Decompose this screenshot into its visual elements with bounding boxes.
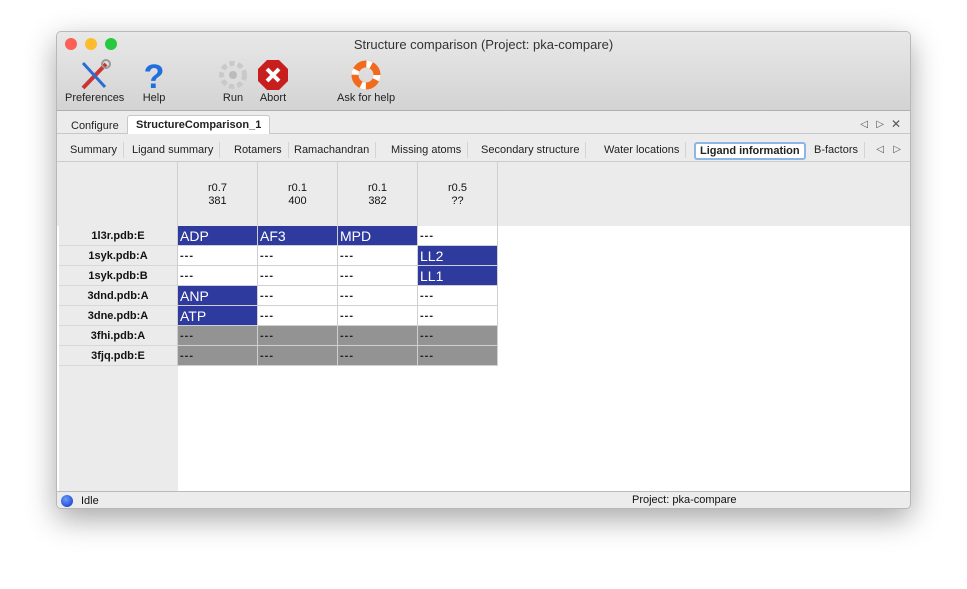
column-header-line2: 381	[208, 195, 227, 207]
close-tab-icon[interactable]: ✕	[890, 117, 901, 131]
column-header[interactable]: r0.1 400	[258, 162, 338, 226]
column-header-line1: r0.7	[208, 182, 227, 194]
subtab-ramachandran[interactable]: Ramachandran	[288, 142, 377, 158]
tab-prev-icon[interactable]: ◁	[860, 119, 868, 130]
zoom-window-button[interactable]	[105, 38, 117, 50]
toolbar-label: Ask for help	[337, 92, 396, 104]
toolbar-label: Help	[142, 92, 166, 104]
column-header[interactable]: r0.1 382	[338, 162, 418, 226]
corner-header	[59, 162, 178, 226]
table-cell[interactable]: ---	[258, 326, 338, 346]
minimize-window-button[interactable]	[85, 38, 97, 50]
tab-configure[interactable]: Configure	[71, 120, 119, 132]
preferences-icon	[65, 58, 124, 92]
subtab-summary[interactable]: Summary	[64, 142, 125, 158]
gear-icon	[217, 58, 249, 92]
toolbar-preferences-button[interactable]: Preferences	[65, 58, 124, 104]
table-cell[interactable]: ---	[178, 346, 258, 366]
result-tabs: Summary Ligand summary Rotamers Ramachandra…	[57, 139, 910, 160]
column-header-line2: ??	[451, 195, 464, 207]
subtab-ligand-information[interactable]: Ligand information	[694, 142, 806, 160]
status-bar: Idle Project: pka-compare	[57, 491, 910, 508]
header-band	[57, 162, 910, 226]
ligand-table: r0.7 381 r0.1 400 r0.1 382 r0.5?? 1l3r.pdb:E ADP…	[57, 161, 910, 492]
svg-text:?: ?	[144, 58, 165, 92]
table-cell[interactable]: ADP	[178, 226, 258, 246]
subtab-secondary-structure[interactable]: Secondary structure	[475, 142, 587, 158]
row-header[interactable]: 3dne.pdb:A	[59, 306, 178, 326]
subtab-next-icon[interactable]: ▷	[893, 144, 901, 155]
table-cell[interactable]: ---	[258, 306, 338, 326]
subtab-b-factors[interactable]: B-factors	[808, 142, 866, 158]
row-header[interactable]: 1l3r.pdb:E	[59, 226, 178, 246]
table-cell[interactable]: ATP	[178, 306, 258, 326]
toolbar-run-button[interactable]: Run	[217, 58, 249, 104]
toolbar-ask-for-help-button[interactable]: Ask for help	[337, 58, 395, 104]
table-cell[interactable]: ---	[418, 346, 498, 366]
toolbar-label: Preferences	[65, 92, 125, 104]
table-cell[interactable]: ---	[338, 326, 418, 346]
toolbar-help-button[interactable]: ? Help	[139, 58, 169, 104]
column-header-line2: 400	[288, 195, 307, 207]
column-header-line1: r0.5	[448, 182, 467, 194]
project-label: Project: pka-compare	[632, 494, 737, 506]
table-cell[interactable]: AF3	[258, 226, 338, 246]
table-cell[interactable]: ---	[418, 326, 498, 346]
toolbar-abort-button[interactable]: Abort	[257, 58, 289, 104]
table-cell[interactable]: LL2	[418, 246, 498, 266]
titlebar: Structure comparison (Project: pka-compa…	[57, 32, 910, 111]
table-cell[interactable]: ---	[338, 266, 418, 286]
table-cell[interactable]: ---	[258, 286, 338, 306]
table-cell[interactable]: ---	[338, 286, 418, 306]
row-header[interactable]: 1syk.pdb:B	[59, 266, 178, 286]
table-cell[interactable]: ---	[418, 226, 498, 246]
table-cell[interactable]: MPD	[338, 226, 418, 246]
table-cell[interactable]: ---	[178, 246, 258, 266]
tab-next-icon[interactable]: ▷	[876, 119, 884, 130]
window-title: Structure comparison (Project: pka-compa…	[353, 37, 614, 52]
table-cell[interactable]: ---	[178, 326, 258, 346]
table-cell[interactable]: ---	[258, 346, 338, 366]
toolbar-label: Run	[222, 92, 244, 104]
status-indicator-icon	[61, 495, 73, 507]
tab-structurecomparison_1[interactable]: StructureComparison_1	[127, 115, 271, 134]
table-cell[interactable]: LL1	[418, 266, 498, 286]
lifebuoy-icon	[337, 58, 395, 92]
table-cell[interactable]: ---	[178, 266, 258, 286]
column-header[interactable]: r0.5??	[418, 162, 498, 226]
table-cell[interactable]: ---	[418, 306, 498, 326]
subtab-ligand-summary[interactable]: Ligand summary	[126, 142, 221, 158]
row-header[interactable]: 3dnd.pdb:A	[59, 286, 178, 306]
subtab-rotamers[interactable]: Rotamers	[228, 142, 289, 158]
subtab-prev-icon[interactable]: ◁	[876, 144, 884, 155]
row-header[interactable]: 3fhi.pdb:A	[59, 326, 178, 346]
table-cell[interactable]: ANP	[178, 286, 258, 306]
status-text: Idle	[81, 495, 99, 507]
row-header[interactable]: 3fjq.pdb:E	[59, 346, 178, 366]
table-cell[interactable]: ---	[338, 246, 418, 266]
column-header-line1: r0.1	[368, 182, 387, 194]
toolbar-label: Abort	[259, 92, 287, 104]
subtab-water-locations[interactable]: Water locations	[598, 142, 687, 158]
column-header-line1: r0.1	[288, 182, 307, 194]
subtab-missing-atoms[interactable]: Missing atoms	[385, 142, 469, 158]
table-cell[interactable]: ---	[418, 286, 498, 306]
row-header-column	[59, 162, 178, 492]
table-cell[interactable]: ---	[338, 306, 418, 326]
close-window-button[interactable]	[65, 38, 77, 50]
column-header-line2: 382	[368, 195, 387, 207]
help-icon: ?	[139, 58, 169, 92]
document-tabs: Configure StructureComparison_1 ◁ ▷ ✕	[57, 114, 910, 134]
row-header[interactable]: 1syk.pdb:A	[59, 246, 178, 266]
table-cell[interactable]: ---	[338, 346, 418, 366]
table-cell[interactable]: ---	[258, 246, 338, 266]
column-header[interactable]: r0.7 381	[178, 162, 258, 226]
app-window: Structure comparison (Project: pka-compa…	[56, 31, 911, 509]
table-cell[interactable]: ---	[258, 266, 338, 286]
abort-icon	[257, 58, 289, 92]
